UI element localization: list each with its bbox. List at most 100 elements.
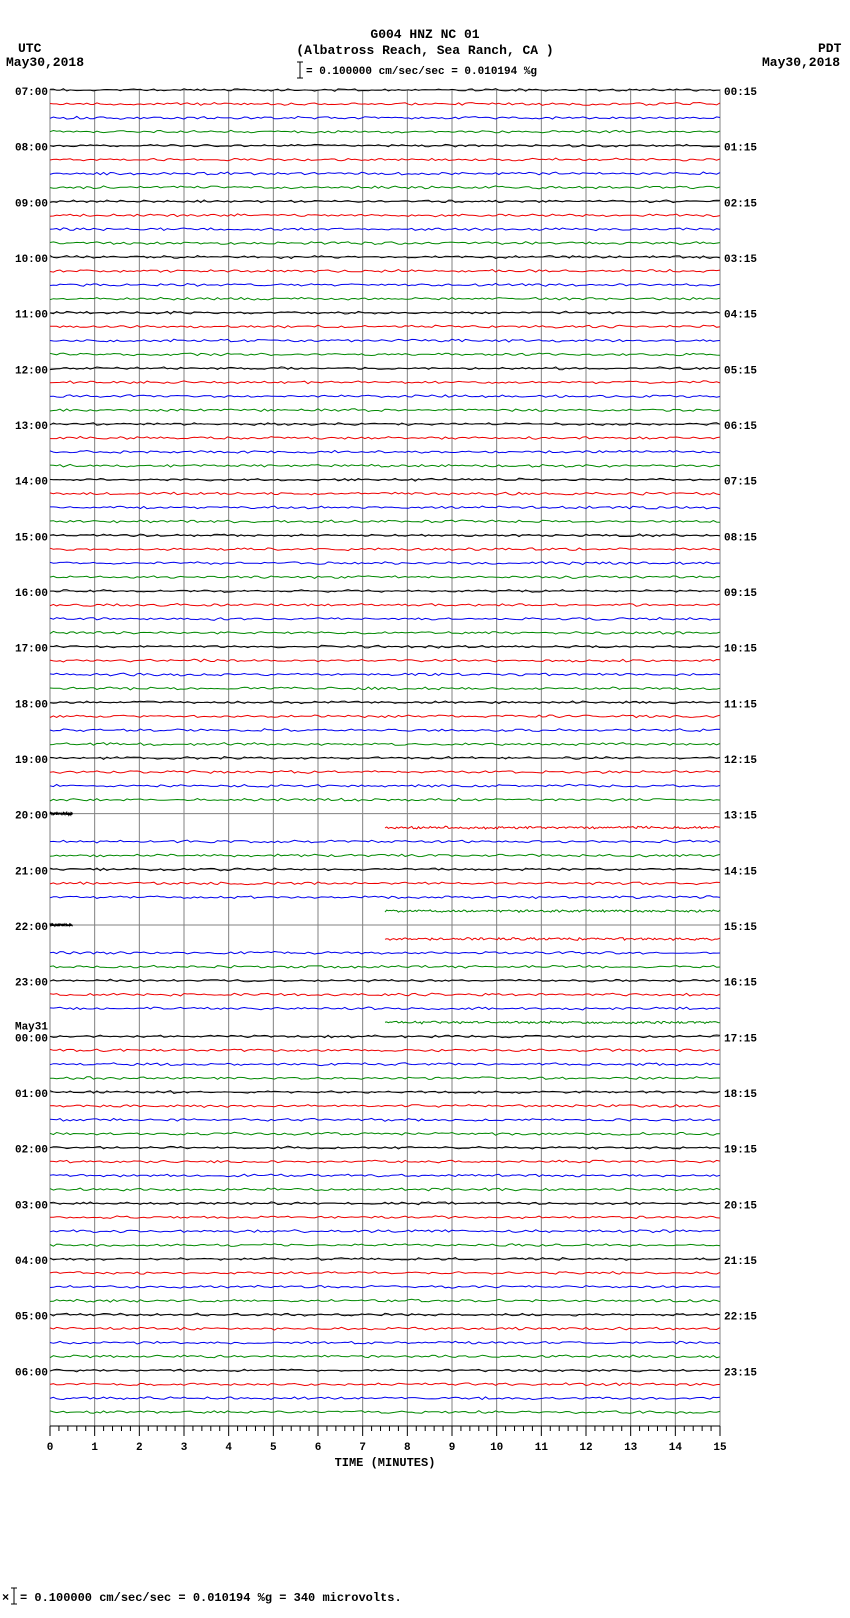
right-time-label: 18:15 xyxy=(724,1089,757,1101)
seismic-trace xyxy=(50,840,720,843)
station-location: (Albatross Reach, Sea Ranch, CA ) xyxy=(296,43,553,58)
seismic-trace xyxy=(50,451,720,454)
seismic-trace xyxy=(50,506,720,509)
seismic-trace xyxy=(50,687,720,690)
seismic-trace xyxy=(50,924,72,927)
seismic-trace xyxy=(50,283,720,286)
seismic-trace xyxy=(50,116,720,119)
x-tick-label: 12 xyxy=(579,1442,592,1454)
seismic-trace xyxy=(50,548,720,551)
seismic-trace xyxy=(385,1021,720,1024)
x-tick-label: 4 xyxy=(225,1442,232,1454)
x-tick-label: 14 xyxy=(669,1442,683,1454)
x-tick-label: 1 xyxy=(91,1442,98,1454)
seismic-trace xyxy=(50,409,720,412)
seismic-trace xyxy=(50,576,720,579)
left-time-label: 10:00 xyxy=(15,254,48,266)
x-tick-label: 3 xyxy=(181,1442,188,1454)
seismic-trace xyxy=(50,896,720,899)
seismic-trace xyxy=(50,1230,720,1233)
seismic-trace xyxy=(50,882,720,885)
left-time-label: 19:00 xyxy=(15,755,48,767)
seismic-trace xyxy=(50,1299,720,1302)
seismic-trace xyxy=(50,1049,720,1052)
seismic-trace xyxy=(50,464,720,467)
left-time-label: 15:00 xyxy=(15,532,48,544)
seismic-trace xyxy=(50,1327,720,1330)
seismic-trace xyxy=(50,1160,720,1163)
seismic-trace xyxy=(50,743,720,746)
right-time-label: 06:15 xyxy=(724,421,757,433)
seismic-trace xyxy=(50,798,720,801)
seismic-trace xyxy=(50,784,720,787)
seismic-trace xyxy=(50,604,720,607)
seismic-trace xyxy=(50,1355,720,1358)
seismic-trace xyxy=(385,826,720,829)
seismic-trace xyxy=(50,854,720,857)
right-time-label: 22:15 xyxy=(724,1312,757,1324)
seismic-trace xyxy=(50,1397,720,1400)
seismic-trace xyxy=(50,715,720,718)
right-time-label: 05:15 xyxy=(724,365,757,377)
seismic-trace xyxy=(50,1285,720,1288)
left-time-label: 05:00 xyxy=(15,1312,48,1324)
x-tick-label: 6 xyxy=(315,1442,322,1454)
seismic-trace xyxy=(50,395,720,398)
seismic-trace xyxy=(50,297,720,300)
x-tick-label: 11 xyxy=(535,1442,549,1454)
seismic-trace xyxy=(50,242,720,245)
left-time-label: 09:00 xyxy=(15,198,48,210)
x-tick-label: 9 xyxy=(449,1442,456,1454)
seismic-trace xyxy=(50,1216,720,1219)
left-time-label: 03:00 xyxy=(15,1200,48,1212)
footer-prefix: × xyxy=(2,1591,9,1605)
station-id: G004 HNZ NC 01 xyxy=(370,27,479,42)
right-time-label: 21:15 xyxy=(724,1256,757,1268)
right-time-label: 12:15 xyxy=(724,755,757,767)
right-time-label: 08:15 xyxy=(724,532,757,544)
left-time-label: 16:00 xyxy=(15,588,48,600)
left-time-label: 23:00 xyxy=(15,978,48,990)
right-time-label: 10:15 xyxy=(724,644,757,656)
right-time-label: 17:15 xyxy=(724,1033,757,1045)
right-time-label: 00:15 xyxy=(724,87,757,99)
left-time-label: 01:00 xyxy=(15,1089,48,1101)
left-tz: UTC xyxy=(18,41,42,56)
right-time-label: 23:15 xyxy=(724,1367,757,1379)
left-time-label: 17:00 xyxy=(15,644,48,656)
seismogram-chart: UTCMay30,2018PDTMay30,2018G004 HNZ NC 01… xyxy=(0,0,850,1613)
left-time-label: 21:00 xyxy=(15,866,48,878)
left-date: May30,2018 xyxy=(6,55,84,70)
seismic-trace xyxy=(50,812,72,815)
seismic-trace xyxy=(50,771,720,774)
right-time-label: 19:15 xyxy=(724,1145,757,1157)
seismic-trace xyxy=(50,673,720,676)
seismic-trace xyxy=(50,1383,720,1386)
right-tz: PDT xyxy=(818,41,842,56)
seismic-trace xyxy=(50,353,720,356)
left-time-label: 12:00 xyxy=(15,365,48,377)
seismic-trace xyxy=(50,270,720,273)
seismic-trace xyxy=(50,618,720,621)
seismic-trace xyxy=(50,1105,720,1108)
seismic-trace xyxy=(50,1272,720,1275)
seismic-trace xyxy=(50,130,720,133)
right-time-label: 02:15 xyxy=(724,198,757,210)
right-time-label: 14:15 xyxy=(724,866,757,878)
footer-text: = 0.100000 cm/sec/sec = 0.010194 %g = 34… xyxy=(20,1591,402,1605)
seismic-trace xyxy=(50,214,720,217)
seismic-trace xyxy=(50,1132,720,1135)
seismic-trace xyxy=(50,1341,720,1344)
seismic-trace xyxy=(50,952,720,955)
seismic-trace xyxy=(50,993,720,996)
seismic-trace xyxy=(50,492,720,495)
right-date: May30,2018 xyxy=(762,55,840,70)
left-time-label: 08:00 xyxy=(15,143,48,155)
x-tick-label: 2 xyxy=(136,1442,143,1454)
x-tick-label: 0 xyxy=(47,1442,54,1454)
seismic-trace xyxy=(50,659,720,662)
left-time-label: 06:00 xyxy=(15,1367,48,1379)
seismic-trace xyxy=(50,1411,720,1414)
seismic-trace xyxy=(50,1077,720,1080)
right-time-label: 11:15 xyxy=(724,699,757,711)
